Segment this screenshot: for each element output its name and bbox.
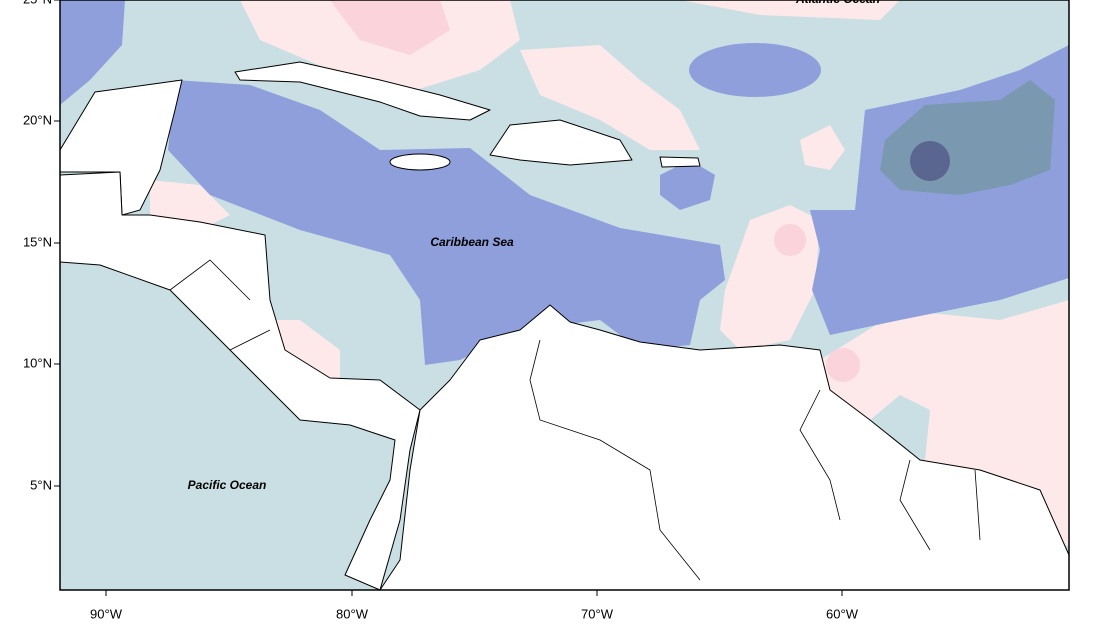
island: [659, 156, 701, 168]
place-label: Caribbean Sea: [430, 235, 514, 249]
anomaly-area: [660, 160, 715, 210]
lon-label: 70°W: [581, 606, 614, 621]
lat-label: 15°N: [23, 234, 52, 249]
island: [389, 153, 451, 171]
map-field: [60, 0, 1069, 590]
anomaly-area: [826, 348, 860, 382]
lon-label: 80°W: [336, 606, 369, 621]
border: [799, 389, 841, 521]
anomaly-area: [168, 80, 725, 365]
map-frame: [59, 0, 1070, 591]
place-label: Pacific Ocean: [188, 478, 267, 492]
lon-label: 60°W: [826, 606, 859, 621]
island: [489, 119, 633, 166]
lat-label: 20°N: [23, 112, 52, 127]
lon-label: 90°W: [90, 606, 123, 621]
land: [379, 304, 1069, 590]
anomaly-area: [680, 0, 900, 20]
anomaly-area: [800, 125, 845, 170]
anomaly-area: [240, 0, 520, 95]
lat-label: 25°N: [23, 0, 52, 6]
lat-label: 10°N: [23, 355, 52, 370]
land: [60, 79, 183, 216]
place-label: Atlantic Ocean: [795, 0, 880, 6]
island: [234, 61, 491, 121]
border: [529, 339, 701, 581]
border: [169, 259, 271, 351]
anomaly-area: [330, 0, 450, 55]
anomaly-area: [689, 43, 821, 97]
land: [60, 171, 421, 590]
border: [899, 459, 981, 551]
anomaly-area: [910, 141, 950, 181]
anomaly-area: [774, 224, 806, 256]
lat-label: 5°N: [30, 477, 52, 492]
anomaly-area: [60, 0, 125, 105]
anomaly-area: [520, 45, 700, 150]
